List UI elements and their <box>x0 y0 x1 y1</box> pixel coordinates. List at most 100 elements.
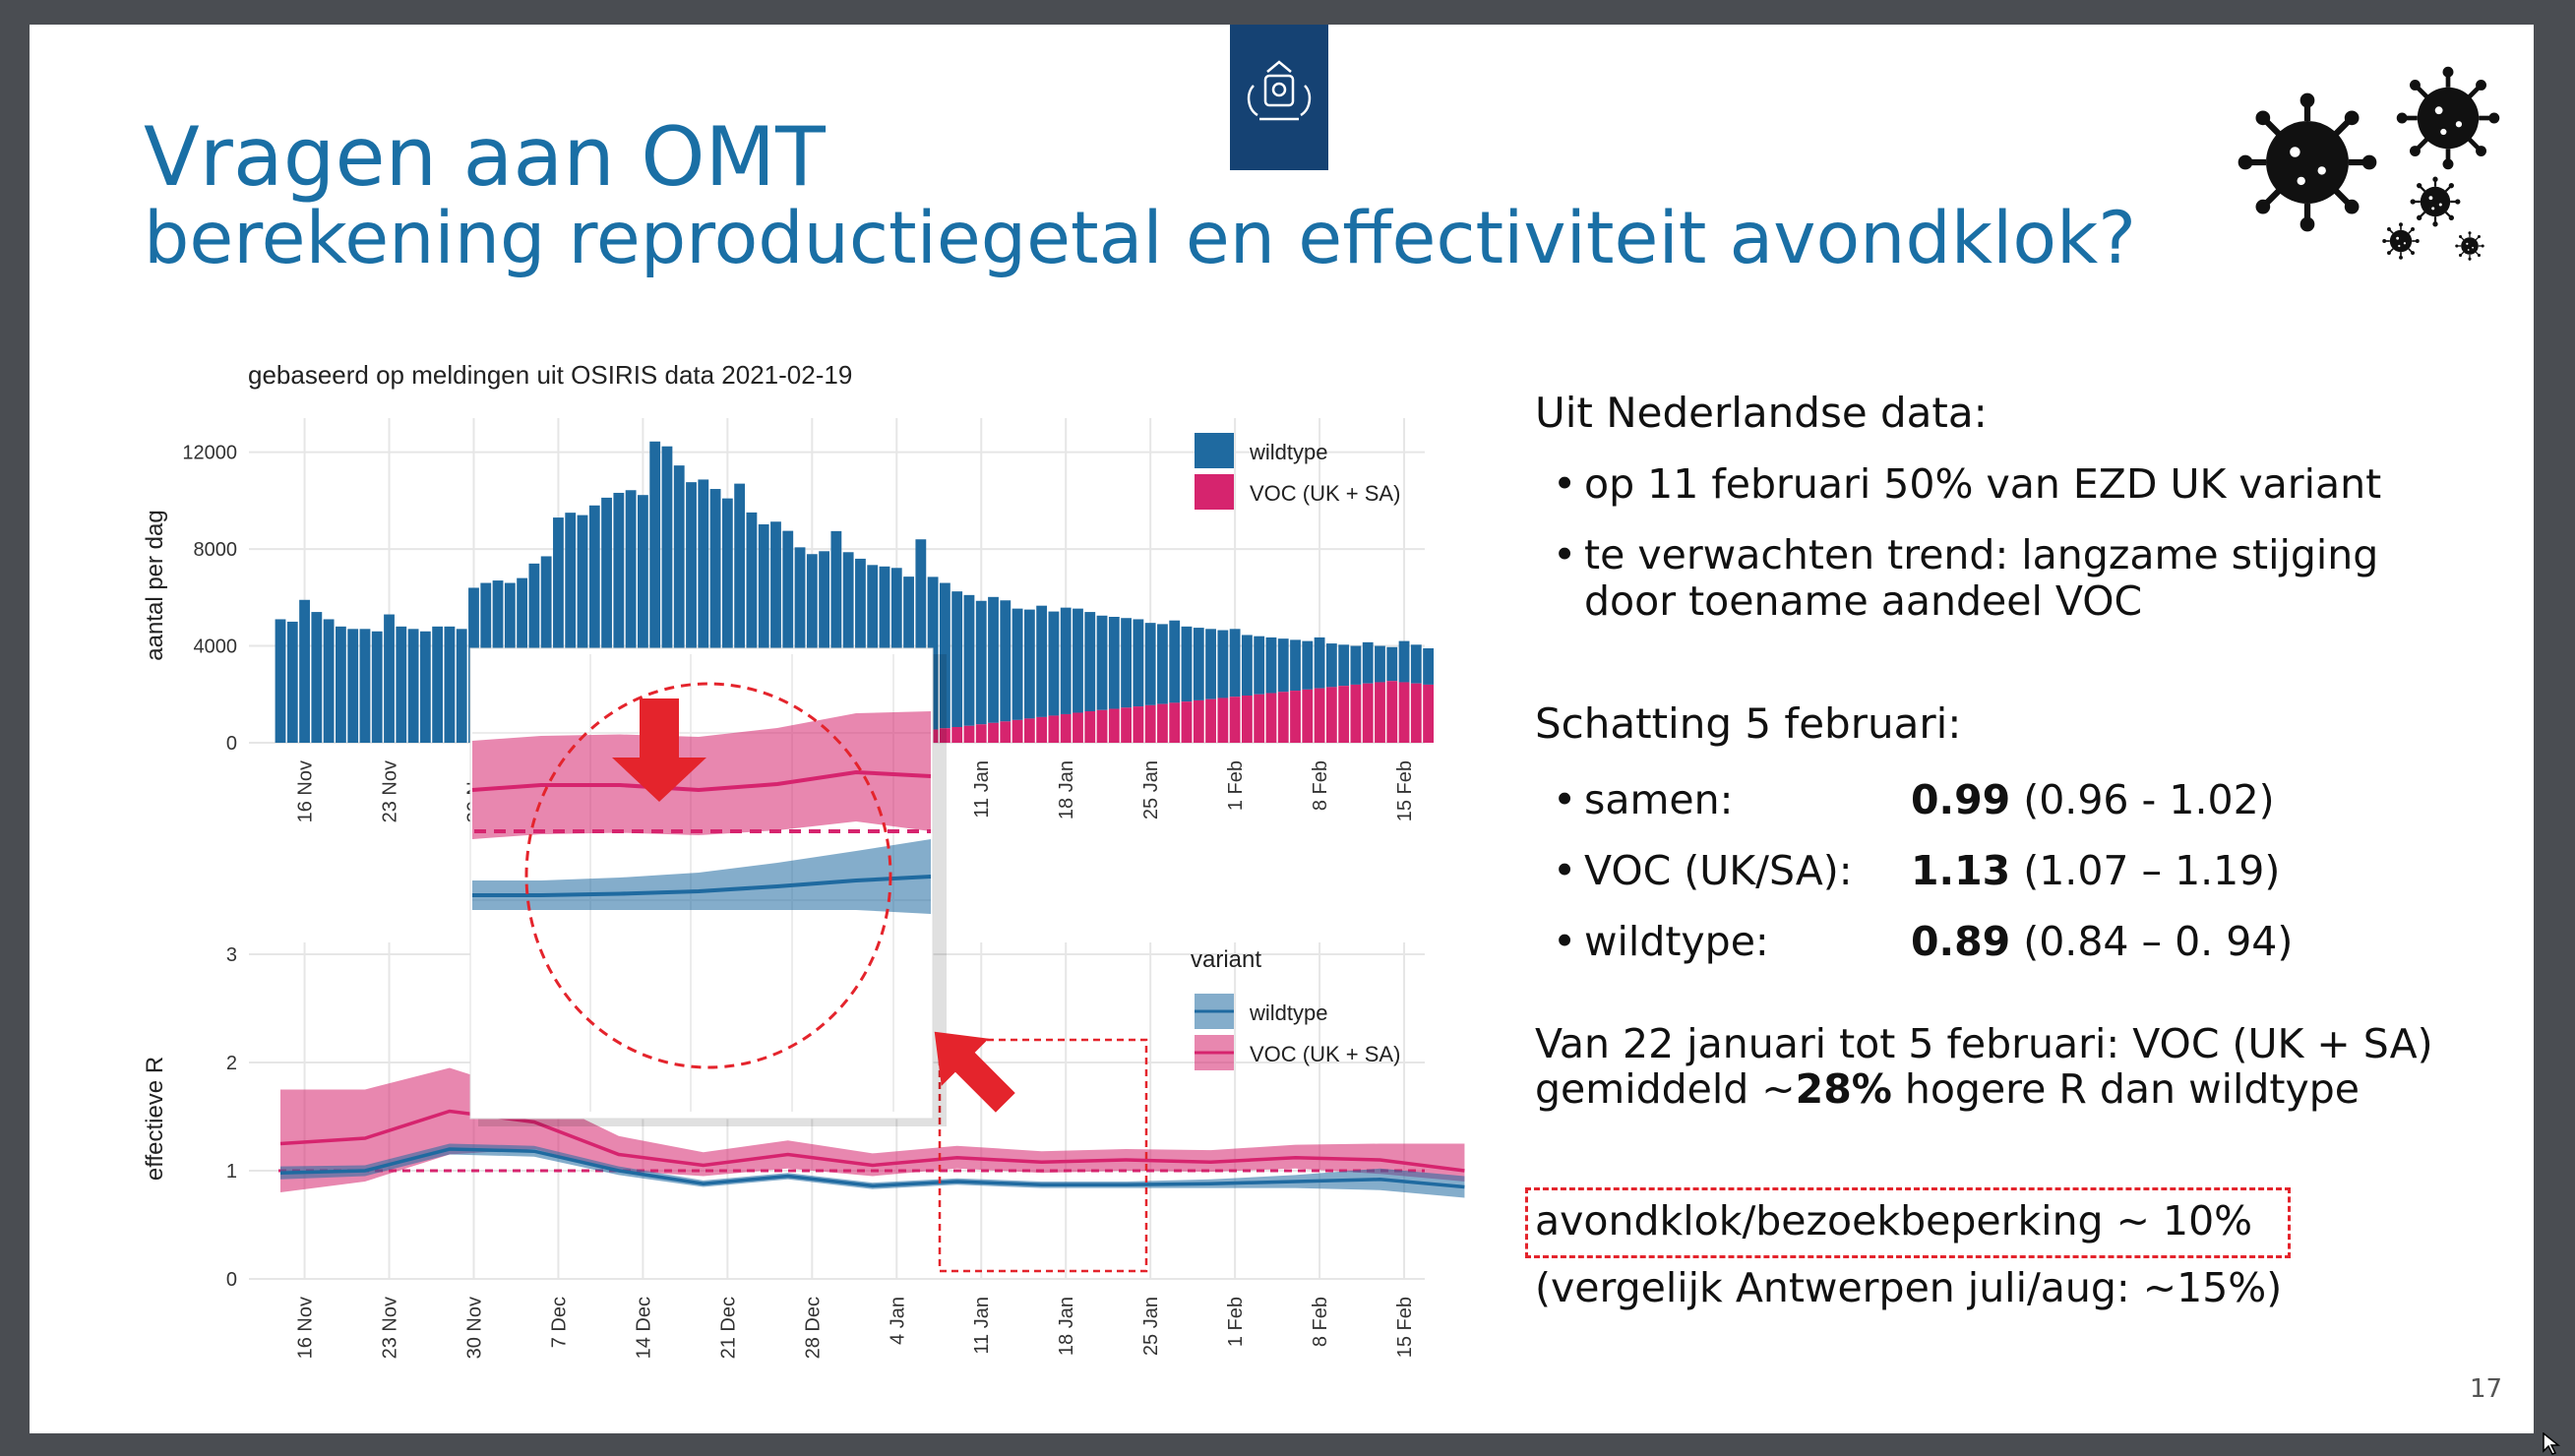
bar-wildtype <box>709 489 721 742</box>
bar-voc <box>1362 683 1374 743</box>
summary-line1: Van 22 januari tot 5 februari: VOC (UK +… <box>1535 1020 2433 1067</box>
bar-wildtype <box>830 530 842 738</box>
bar-voc <box>1073 712 1083 743</box>
annotation-dashed-circle <box>524 682 892 1069</box>
bar-voc <box>1423 684 1435 743</box>
y-tick-label: 0 <box>226 733 237 755</box>
estimate-value: 0.99 <box>1911 776 2011 823</box>
estimate-row-voc: • VOC (UK/SA): <box>1553 847 1853 894</box>
x-tick-label: 25 Jan <box>1140 1297 1162 1356</box>
bar-wildtype <box>1133 619 1144 707</box>
heading-dutch-data: Uit Nederlandse data: <box>1535 389 1988 437</box>
estimate-value: 0.89 <box>1911 918 2011 965</box>
bar-wildtype <box>661 446 673 743</box>
bar-wildtype <box>588 505 600 743</box>
bullet-feb11-text: op 11 februari 50% van EZD UK variant <box>1584 460 2382 508</box>
bullet-trend-cont: door toename aandeel VOC <box>1584 577 2143 625</box>
y-tick-label: 0 <box>226 1269 237 1291</box>
bar-wildtype <box>637 495 648 743</box>
x-tick-label: 4 Jan <box>887 1297 908 1345</box>
bar-wildtype <box>1290 639 1301 692</box>
bar-voc <box>1036 716 1048 743</box>
bar-wildtype <box>601 497 612 743</box>
bar-wildtype <box>1217 630 1229 698</box>
bar-wildtype <box>1338 644 1350 687</box>
bar-wildtype <box>1241 635 1253 696</box>
x-tick-label: 21 Dec <box>717 1297 739 1359</box>
bar-voc <box>1193 699 1204 743</box>
bar-wildtype <box>1048 611 1060 716</box>
x-tick-label: 14 Dec <box>633 1297 654 1359</box>
bar-wildtype <box>359 629 371 743</box>
bar-voc <box>1144 704 1156 743</box>
slide-subtitle: berekening reproductiegetal en effectivi… <box>144 197 2137 280</box>
y-tick-label: 8000 <box>194 539 238 561</box>
government-crest-logo <box>1230 25 1328 170</box>
bar-voc <box>1410 683 1422 743</box>
x-tick-label: 8 Feb <box>1310 1297 1331 1347</box>
bar-wildtype <box>698 479 709 742</box>
bar-voc <box>1000 721 1012 743</box>
bar-voc <box>1398 682 1410 743</box>
bar-voc <box>1265 693 1277 743</box>
bar-wildtype <box>1265 637 1277 694</box>
chart-subtitle: gebaseerd op meldingen uit OSIRIS data 2… <box>248 360 852 390</box>
bar-voc <box>1325 687 1337 743</box>
bar-wildtype <box>686 482 697 742</box>
bar-wildtype <box>275 619 286 743</box>
page-number: 17 <box>2470 1374 2503 1404</box>
bar-wildtype <box>1121 618 1133 708</box>
bar-wildtype <box>565 513 577 743</box>
estimate-label: samen: <box>1584 776 1734 823</box>
y-tick-label: 1 <box>226 1161 237 1183</box>
bar-wildtype <box>1205 629 1216 699</box>
x-tick-label: 15 Feb <box>1394 760 1416 821</box>
estimate-interval: (1.07 – 1.19) <box>2023 847 2281 894</box>
bar-voc <box>975 724 987 743</box>
bar-voc <box>1205 698 1216 743</box>
bar-wildtype <box>1254 636 1265 695</box>
bar-wildtype <box>1144 623 1156 705</box>
x-tick-label: 25 Jan <box>1140 760 1162 819</box>
bar-voc <box>1241 696 1253 743</box>
y-tick-label: 12000 <box>182 443 237 464</box>
legend-label: wildtype <box>1249 1001 1327 1025</box>
bar-wildtype <box>1193 628 1204 700</box>
estimate-row-samen: • samen: <box>1553 776 1734 823</box>
bar-wildtype <box>1410 644 1422 684</box>
bar-wildtype <box>1036 605 1048 717</box>
x-tick-label: 11 Jan <box>971 1297 993 1355</box>
bar-wildtype <box>407 629 419 743</box>
bar-wildtype <box>396 626 407 743</box>
legend-swatch-wildtype <box>1195 433 1234 468</box>
bar-wildtype <box>915 539 927 731</box>
bar-wildtype <box>975 600 987 725</box>
estimate-interval: (0.96 - 1.02) <box>2023 776 2275 823</box>
x-tick-label: 30 Nov <box>463 1297 485 1359</box>
bar-wildtype <box>794 547 806 739</box>
bar-wildtype <box>1302 640 1314 690</box>
bar-voc <box>1386 681 1398 743</box>
slide-title: Vragen aan OMT <box>144 109 826 205</box>
bar-voc <box>1350 684 1362 743</box>
bar-voc <box>1290 691 1301 743</box>
legend-title: variant <box>1191 946 1261 973</box>
bar-wildtype <box>286 621 298 743</box>
bar-wildtype <box>855 558 866 736</box>
x-tick-label: 23 Nov <box>380 1297 401 1359</box>
bar-wildtype <box>963 594 975 726</box>
bar-wildtype <box>1073 608 1083 713</box>
bar-voc <box>1048 715 1060 743</box>
x-tick-label: 18 Jan <box>1056 1297 1077 1356</box>
bar-voc <box>1229 697 1241 743</box>
bar-wildtype <box>371 631 383 743</box>
x-tick-label: 7 Dec <box>548 1297 570 1348</box>
bar-voc <box>963 725 975 743</box>
summary-post: hogere R dan wildtype <box>1891 1065 2360 1113</box>
bar-wildtype <box>577 515 588 743</box>
bar-voc <box>988 722 999 743</box>
legend-swatch-voc <box>1195 474 1234 510</box>
bar-wildtype <box>1423 648 1435 685</box>
estimate-row-wildtype: • wildtype: <box>1553 918 1769 965</box>
bar-wildtype <box>1023 609 1035 719</box>
